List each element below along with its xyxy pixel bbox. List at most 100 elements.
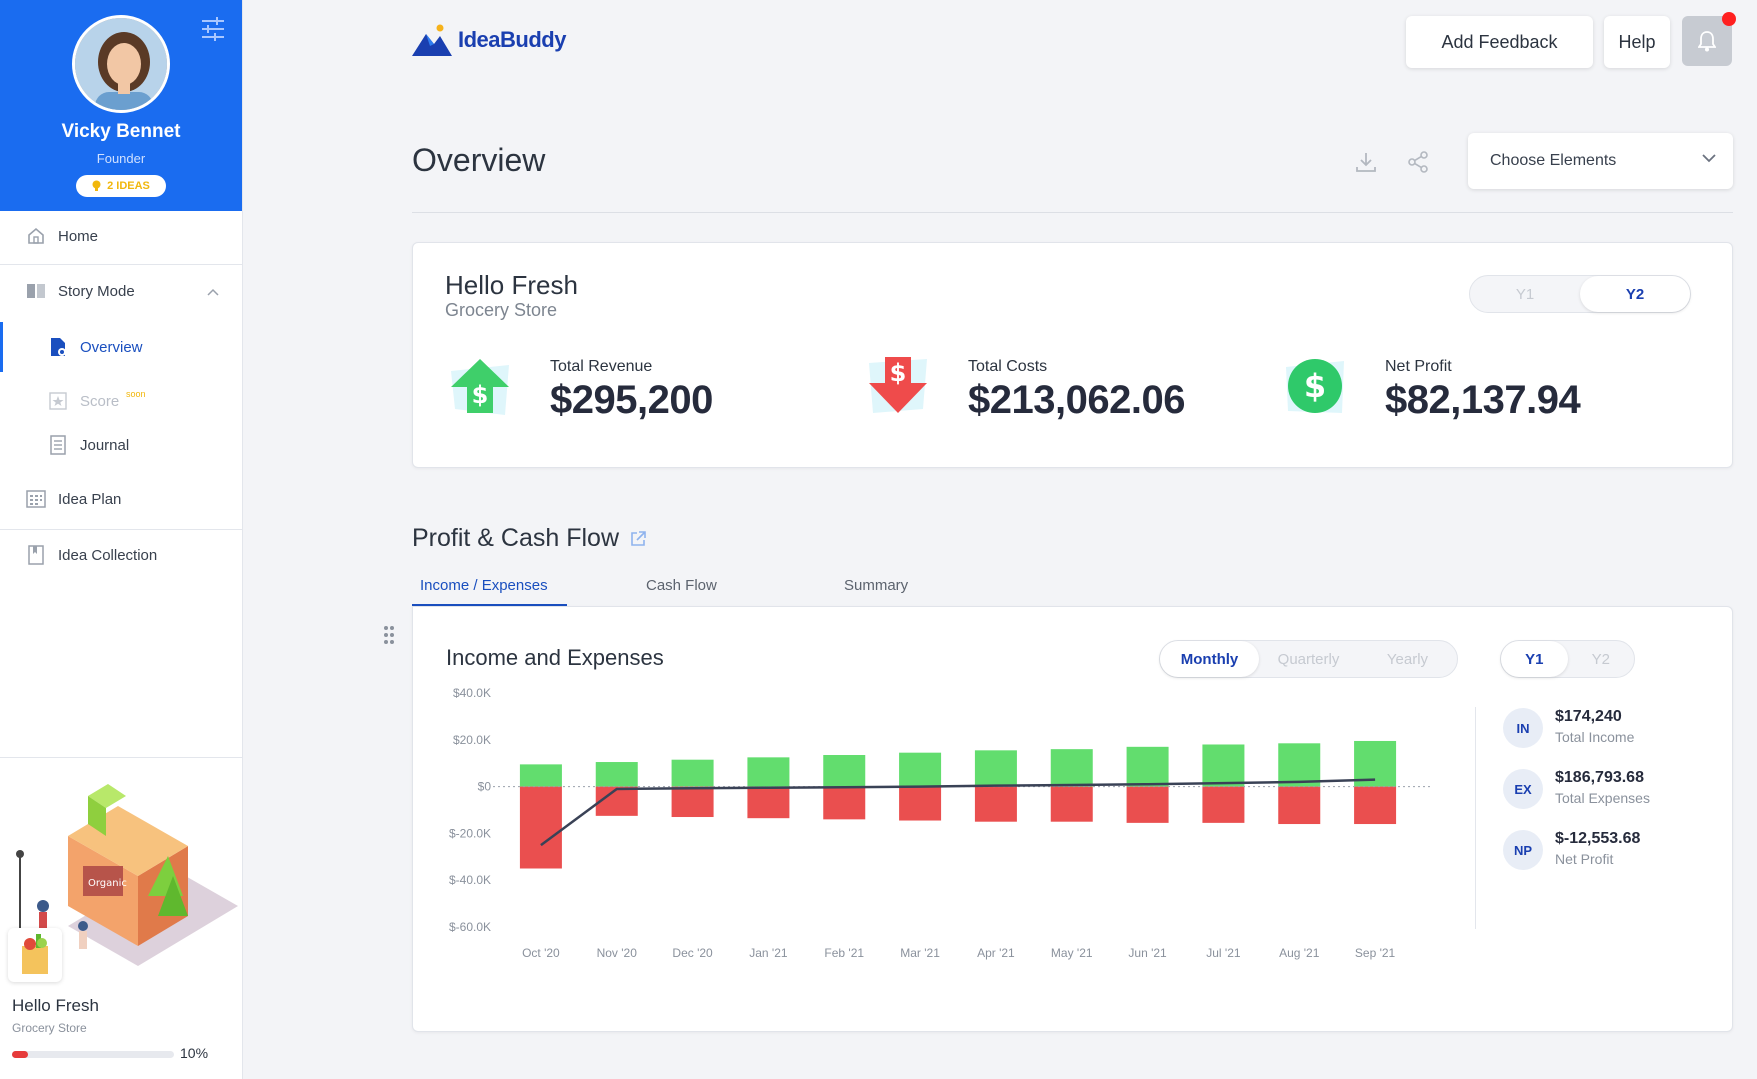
notifications-button[interactable]	[1682, 12, 1736, 66]
summary-card: Hello Fresh Grocery Store Y1 Y2 $ Total …	[412, 242, 1733, 468]
expense-bar	[747, 786, 790, 819]
expense-bar	[671, 786, 714, 818]
sidebar-item-idea-plan[interactable]: Idea Plan	[0, 474, 242, 524]
journal-icon	[50, 435, 66, 455]
idea-name: Hello Fresh	[12, 996, 99, 1015]
choose-elements-label: Choose Elements	[1490, 152, 1617, 169]
sidebar-item-story-mode[interactable]: Story Mode	[0, 266, 242, 316]
mountain-logo-icon	[412, 24, 452, 56]
kpi-label-costs: Total Costs	[968, 358, 1048, 375]
document-eye-icon	[51, 338, 66, 356]
income-expenses-chart: $40.0K $20.0K $0 $-20.0K $-40.0K $-60.0K Oct '…	[449, 686, 1433, 960]
revenue-up-arrow-icon: $	[451, 359, 509, 415]
income-bar	[1126, 746, 1169, 787]
year-toggle-y2[interactable]: Y2	[1580, 276, 1690, 312]
chart-card: Income and Expenses Monthly Quarterly Ye…	[412, 606, 1733, 1032]
income-bar	[747, 757, 790, 787]
bell-icon	[1698, 31, 1716, 52]
tab-income-expenses[interactable]: Income / Expenses	[420, 577, 548, 594]
tab-summary[interactable]: Summary	[844, 577, 909, 594]
settings-sliders-icon[interactable]	[200, 16, 226, 42]
x-tick-label: Aug '21	[1279, 946, 1320, 960]
lightbulb-icon	[92, 180, 101, 191]
y-tick-label: $-20.0K	[449, 826, 491, 840]
drag-handle-icon[interactable]	[383, 625, 395, 645]
choose-elements-dropdown[interactable]: Choose Elements	[1468, 133, 1733, 189]
net-profit-dollar-icon: $	[1286, 359, 1344, 413]
tab-cash-flow[interactable]: Cash Flow	[646, 577, 717, 594]
book-open-icon	[27, 284, 45, 298]
avatar[interactable]	[72, 15, 170, 113]
sidebar: Vicky Bennet Founder 2 IDEAS Home Story …	[0, 0, 243, 1079]
divider	[0, 529, 242, 530]
income-bar	[671, 759, 714, 787]
legend-code-in: IN	[1503, 708, 1543, 748]
help-button[interactable]: Help	[1604, 16, 1670, 68]
profile-panel: Vicky Bennet Founder 2 IDEAS	[0, 0, 242, 211]
bookmark-book-icon	[28, 545, 44, 565]
chart-year-toggle: Y1 Y2	[1500, 640, 1635, 678]
expense-bar	[1354, 786, 1397, 825]
kpi-value-net-profit: $82,137.94	[1385, 378, 1581, 422]
x-tick-label: Mar '21	[900, 946, 940, 960]
download-icon[interactable]	[1354, 150, 1378, 174]
sidebar-item-label: Idea Collection	[58, 546, 158, 564]
chart-year-y2[interactable]: Y2	[1591, 650, 1610, 668]
sidebar-item-overview[interactable]: Overview	[0, 322, 242, 372]
idea-thumbnail[interactable]	[8, 928, 62, 982]
kpi-value-costs: $213,062.06	[968, 378, 1185, 422]
kpi-label-revenue: Total Revenue	[550, 358, 653, 375]
svg-text:$: $	[890, 359, 907, 387]
svg-text:Organic: Organic	[88, 878, 127, 889]
kpi-label-net-profit: Net Profit	[1385, 358, 1452, 375]
sidebar-item-label: Overview	[80, 338, 143, 356]
x-tick-label: Jul '21	[1206, 946, 1241, 960]
x-tick-label: Dec '20	[672, 946, 713, 960]
grid-calendar-icon	[26, 490, 46, 508]
svg-text:$: $	[472, 381, 489, 409]
income-bar	[823, 755, 866, 787]
y-tick-label: $-60.0K	[449, 920, 491, 934]
period-quarterly[interactable]: Quarterly	[1277, 650, 1340, 668]
sidebar-item-label: Score	[80, 392, 120, 410]
year-toggle-y1[interactable]: Y1	[1515, 285, 1535, 303]
progress-percent: 10%	[180, 1045, 209, 1061]
chevron-up-icon[interactable]	[207, 288, 219, 296]
legend-label: Net Profit	[1555, 851, 1614, 867]
title-divider	[412, 212, 1733, 213]
sidebar-item-label: Story Mode	[58, 282, 135, 300]
business-name: Hello Fresh	[445, 270, 578, 300]
section-title: Profit & Cash Flow	[412, 524, 647, 553]
legend-value: $186,793.68	[1555, 769, 1644, 786]
business-type: Grocery Store	[445, 300, 558, 320]
x-tick-label: Apr '21	[977, 946, 1015, 960]
expense-bar	[1050, 786, 1093, 822]
period-toggle: Monthly Quarterly Yearly	[1159, 640, 1458, 678]
sidebar-item-home[interactable]: Home	[0, 211, 242, 261]
logo[interactable]: IdeaBuddy	[412, 20, 566, 60]
kpi-value-revenue: $295,200	[550, 378, 713, 422]
expense-bar	[1126, 786, 1169, 823]
income-bar	[519, 764, 562, 787]
ideas-badge-label: 2 IDEAS	[107, 180, 150, 192]
x-tick-label: Oct '20	[522, 946, 560, 960]
sidebar-item-journal[interactable]: Journal	[0, 420, 242, 470]
y-tick-label: $-40.0K	[449, 873, 491, 887]
summary-year-toggle: Y1 Y2	[1469, 275, 1691, 313]
progress-fill	[12, 1051, 29, 1058]
sidebar-item-idea-collection[interactable]: Idea Collection	[0, 530, 242, 580]
sidebar-item-label: Journal	[80, 436, 130, 454]
share-icon[interactable]	[1406, 150, 1430, 174]
period-monthly[interactable]: Monthly	[1160, 641, 1259, 677]
external-link-icon[interactable]	[629, 530, 647, 548]
profile-name: Vicky Bennet	[61, 121, 181, 142]
legend-divider	[1475, 707, 1476, 929]
chart-year-y1[interactable]: Y1	[1501, 641, 1568, 677]
period-yearly[interactable]: Yearly	[1386, 650, 1429, 668]
legend-value: $-12,553.68	[1555, 830, 1641, 847]
ideas-badge[interactable]: 2 IDEAS	[76, 175, 166, 197]
income-bar	[1202, 744, 1245, 787]
sidebar-item-label: Idea Plan	[58, 490, 122, 508]
add-feedback-button[interactable]: Add Feedback	[1406, 16, 1593, 68]
active-indicator	[0, 322, 3, 372]
